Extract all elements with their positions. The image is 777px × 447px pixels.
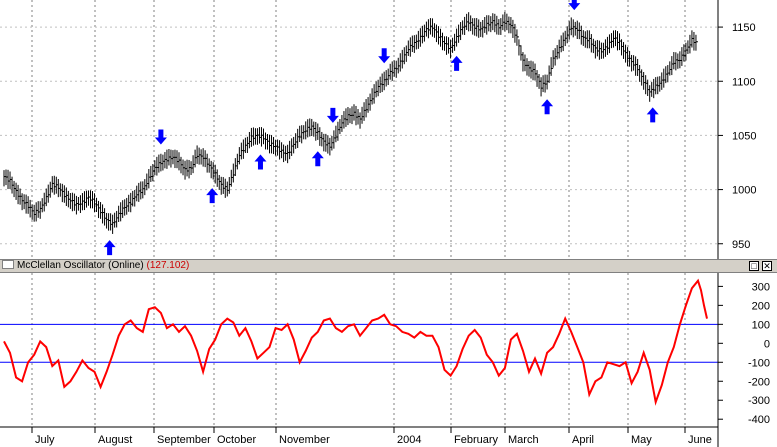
price-tick-label: 950 — [732, 239, 750, 251]
oscillator-series-line — [3, 278, 708, 406]
oscillator-tick-label: 100 — [752, 319, 770, 331]
price-axis-panel — [718, 0, 777, 260]
oscillator-grid — [31, 273, 686, 427]
oscillator-chart: 300 200 100 0 -100 -200 -300 -400 July August Sep… — [0, 273, 777, 447]
time-tick-label: May — [631, 434, 652, 446]
time-tick-label: March — [508, 434, 539, 446]
oscillator-axis-ticks: 300 200 100 0 -100 -200 -300 -400 — [718, 281, 770, 426]
sell-arrow-down-icon — [378, 48, 391, 64]
oscillator-label: McClellan Oscillator (Online) (127.102) — [2, 260, 189, 272]
time-tick-label: September — [157, 434, 211, 446]
price-chart: 950 1000 1050 1100 1150 — [0, 0, 777, 260]
oscillator-tick-label: 300 — [752, 281, 770, 293]
price-bars — [3, 11, 698, 234]
price-tick-label: 1000 — [732, 185, 756, 197]
oscillator-handle-icon[interactable] — [2, 260, 14, 269]
time-tick-label: April — [572, 434, 594, 446]
oscillator-axis-panel — [718, 273, 777, 447]
price-tick-label: 1100 — [732, 76, 756, 88]
price-grid — [0, 0, 718, 260]
sell-arrow-down-icon — [568, 0, 581, 11]
buy-arrow-up-icon — [206, 188, 219, 204]
oscillator-tick-label: -200 — [748, 376, 770, 388]
sell-arrow-down-icon — [326, 107, 339, 123]
buy-arrow-up-icon — [450, 55, 463, 71]
buy-arrow-up-icon — [646, 107, 659, 123]
buy-arrow-up-icon — [311, 151, 324, 167]
buy-arrow-up-icon — [541, 99, 554, 115]
oscillator-title-bar[interactable]: McClellan Oscillator (Online) (127.102) … — [0, 259, 777, 273]
time-tick-label: June — [688, 434, 712, 446]
time-tick-label: 2004 — [397, 434, 421, 446]
signal-arrows — [103, 0, 659, 256]
oscillator-tick-label: -400 — [748, 414, 770, 426]
price-tick-label: 1150 — [732, 22, 756, 34]
oscillator-tick-label: -300 — [748, 395, 770, 407]
maximize-pane-icon[interactable]: □ — [749, 261, 759, 271]
time-axis-labels: July August September October November 2004 Fe… — [31, 427, 712, 446]
oscillator-tick-label: 200 — [752, 300, 770, 312]
oscillator-last-value: (127.102) — [146, 260, 190, 271]
sell-arrow-down-icon — [154, 129, 167, 145]
oscillator-tick-label: 0 — [764, 338, 770, 350]
price-tick-label: 1050 — [732, 130, 756, 142]
price-axis-ticks: 950 1000 1050 1100 1150 — [718, 22, 756, 251]
buy-arrow-up-icon — [254, 154, 267, 170]
oscillator-reference-lines — [0, 323, 718, 363]
close-pane-icon[interactable]: ✕ — [762, 261, 772, 271]
time-tick-label: November — [279, 434, 330, 446]
time-tick-label: February — [454, 434, 499, 446]
time-tick-label: October — [217, 434, 256, 446]
oscillator-title: McClellan Oscillator (Online) — [17, 260, 144, 271]
time-tick-label: July — [35, 434, 55, 446]
time-tick-label: August — [98, 434, 132, 446]
oscillator-tick-label: -100 — [748, 357, 770, 369]
buy-arrow-up-icon — [103, 240, 116, 256]
